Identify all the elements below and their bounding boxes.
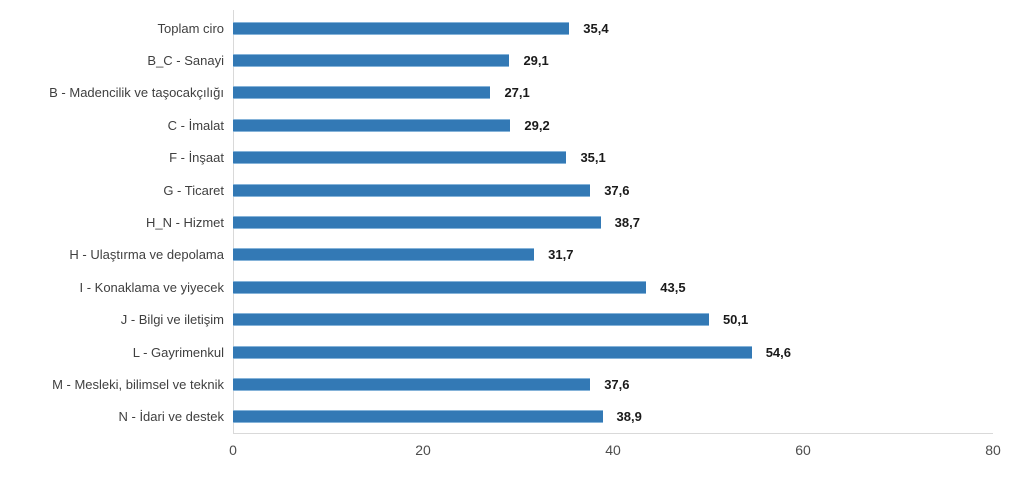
bar-row: B_C - Sanayi 29,1 <box>0 44 993 76</box>
bar-track: 54,6 <box>233 336 993 368</box>
x-axis-line <box>233 433 993 434</box>
bar-track: 29,2 <box>233 109 993 141</box>
bar <box>233 216 601 230</box>
bar <box>233 313 709 327</box>
bar-row: Toplam ciro 35,4 <box>0 12 993 44</box>
category-label: L - Gayrimenkul <box>132 344 224 360</box>
value-label: 38,7 <box>614 215 640 231</box>
bar <box>233 280 647 294</box>
bar-track: 29,1 <box>233 44 993 76</box>
category-label: H_N - Hizmet <box>145 215 224 231</box>
bar-row: M - Mesleki, bilimsel ve teknik 37,6 <box>0 368 993 400</box>
x-tick-label: 80 <box>985 442 1001 458</box>
value-label: 31,7 <box>548 247 574 263</box>
bar-track: 38,7 <box>233 206 993 238</box>
bar <box>233 183 591 197</box>
bar-track: 27,1 <box>233 77 993 109</box>
x-axis-tick-labels: 0 20 40 60 80 <box>0 442 1024 462</box>
bar <box>233 86 491 100</box>
bar-track: 31,7 <box>233 239 993 271</box>
value-label: 29,1 <box>523 53 549 69</box>
x-tick-label: 60 <box>795 442 811 458</box>
bar-track: 50,1 <box>233 304 993 336</box>
bar-track: 37,6 <box>233 368 993 400</box>
category-label: C - İmalat <box>167 117 224 133</box>
category-label: G - Ticaret <box>163 182 224 198</box>
bar <box>233 345 752 359</box>
category-label: H - Ulaştırma ve depolama <box>69 247 224 263</box>
bar-track: 38,9 <box>233 401 993 433</box>
bar-track: 35,1 <box>233 142 993 174</box>
bar <box>233 248 535 262</box>
bar-row: H - Ulaştırma ve depolama 31,7 <box>0 239 993 271</box>
value-label: 35,4 <box>583 20 609 36</box>
bar-rows-container: Toplam ciro 35,4 B_C - Sanayi 29,1 B - Maden… <box>0 12 993 433</box>
bar-row: F - İnşaat 35,1 <box>0 142 993 174</box>
value-label: 43,5 <box>660 279 686 295</box>
x-tick-label: 0 <box>229 442 237 458</box>
bar-row: G - Ticaret 37,6 <box>0 174 993 206</box>
value-label: 27,1 <box>504 85 530 101</box>
category-label: B_C - Sanayi <box>147 53 224 69</box>
bar-track: 35,4 <box>233 12 993 44</box>
bar-track: 43,5 <box>233 271 993 303</box>
category-label: Toplam ciro <box>157 20 224 36</box>
x-tick-label: 20 <box>415 442 431 458</box>
bar <box>233 377 591 391</box>
x-tick-label: 40 <box>605 442 621 458</box>
bar <box>233 118 511 132</box>
bar <box>233 410 603 424</box>
bar <box>233 151 567 165</box>
value-label: 38,9 <box>616 409 642 425</box>
value-label: 37,6 <box>604 182 630 198</box>
category-label: B - Madencilik ve taşocakçılığı <box>49 85 224 101</box>
bar-row: I - Konaklama ve yiyecek 43,5 <box>0 271 993 303</box>
bar-row: B - Madencilik ve taşocakçılığı 27,1 <box>0 77 993 109</box>
bar-row: L - Gayrimenkul 54,6 <box>0 336 993 368</box>
value-label: 37,6 <box>604 376 630 392</box>
bar-row: C - İmalat 29,2 <box>0 109 993 141</box>
bar-row: N - İdari ve destek 38,9 <box>0 401 993 433</box>
value-label: 50,1 <box>722 312 749 328</box>
category-label: N - İdari ve destek <box>118 409 225 425</box>
bar <box>233 21 570 35</box>
bar <box>233 54 510 68</box>
category-label: J - Bilgi ve iletişim <box>120 312 224 328</box>
bar-track: 37,6 <box>233 174 993 206</box>
category-label: M - Mesleki, bilimsel ve teknik <box>52 376 224 392</box>
value-label: 54,6 <box>765 344 791 360</box>
bar-row: H_N - Hizmet 38,7 <box>0 206 993 238</box>
bar-row: J - Bilgi ve iletişim 50,1 <box>0 304 993 336</box>
category-label: I - Konaklama ve yiyecek <box>79 279 224 295</box>
value-label: 35,1 <box>580 150 606 166</box>
category-label: F - İnşaat <box>169 150 224 166</box>
value-label: 29,2 <box>524 117 550 133</box>
